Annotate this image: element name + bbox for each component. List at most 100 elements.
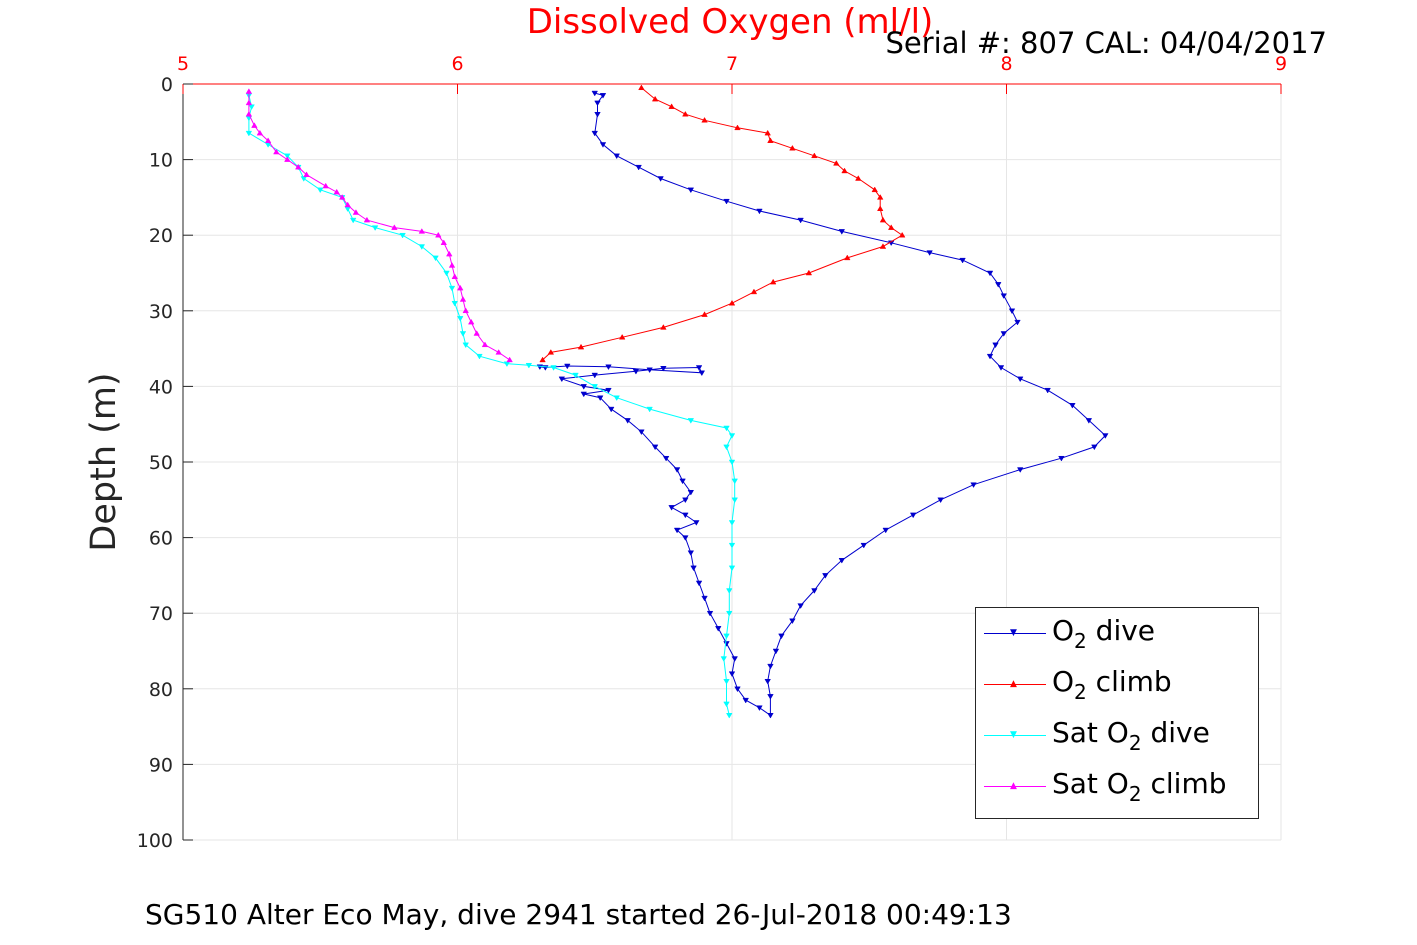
y-tick-label: 20 <box>149 225 173 247</box>
data-point-o2-climb <box>660 324 667 330</box>
data-point-o2-dive <box>591 372 598 379</box>
data-point-sat-o2-climb <box>245 88 253 94</box>
data-point-o2-dive <box>1016 376 1024 383</box>
data-point-sat-o2-dive <box>245 130 253 137</box>
y-tick-label: 50 <box>149 452 173 474</box>
data-point-o2-dive <box>986 270 994 277</box>
data-point-o2-dive <box>687 489 695 496</box>
data-point-sat-o2-climb <box>440 239 448 246</box>
data-point-o2-climb <box>701 311 708 317</box>
data-point-o2-dive <box>767 663 774 670</box>
data-point-o2-climb <box>833 160 840 166</box>
data-point-o2-dive <box>797 217 804 224</box>
data-point-sat-o2-climb <box>273 148 280 155</box>
data-point-o2-climb <box>805 269 813 276</box>
y-tick-label: 60 <box>149 528 173 550</box>
data-point-sat-o2-dive <box>723 425 730 432</box>
data-point-o2-climb <box>539 356 546 363</box>
data-point-sat-o2-dive <box>443 270 450 277</box>
data-point-o2-climb <box>547 349 555 355</box>
data-point-sat-o2-climb <box>363 216 371 223</box>
x-tick-label: 9 <box>1275 53 1287 75</box>
data-point-sat-o2-climb <box>245 99 253 106</box>
data-point-sat-o2-dive <box>462 342 469 349</box>
data-point-o2-climb <box>767 137 774 143</box>
data-point-o2-dive <box>599 93 607 99</box>
data-point-sat-o2-dive <box>457 316 464 322</box>
data-point-o2-dive <box>673 467 681 473</box>
data-point-o2-dive <box>997 365 1005 371</box>
data-point-o2-dive <box>860 542 867 549</box>
data-point-o2-dive <box>695 580 703 587</box>
data-point-o2-dive <box>558 376 566 383</box>
data-point-o2-climb <box>841 167 848 174</box>
data-point-o2-climb <box>887 224 895 230</box>
legend-item-sat-o2-dive: ▼ Sat O2 dive <box>976 710 1256 760</box>
data-point-o2-dive <box>811 588 818 594</box>
data-point-o2-dive <box>734 686 741 693</box>
data-point-o2-dive <box>613 153 620 160</box>
data-point-o2-climb <box>618 333 626 340</box>
x-tick-label: 8 <box>1000 53 1012 75</box>
data-point-o2-dive <box>682 512 689 519</box>
y-tick-label: 40 <box>149 376 173 398</box>
data-point-o2-dive <box>682 535 689 541</box>
data-point-sat-o2-dive <box>418 244 426 250</box>
data-point-sat-o2-dive <box>728 520 736 526</box>
y-tick-label: 10 <box>149 150 173 172</box>
data-point-o2-climb <box>811 152 818 159</box>
data-point-o2-climb <box>879 216 887 223</box>
data-point-o2-dive <box>767 694 774 700</box>
y-tick-label: 80 <box>149 679 173 701</box>
y-tick-label: 90 <box>149 754 173 776</box>
data-point-sat-o2-dive <box>550 365 557 371</box>
data-point-sat-o2-dive <box>728 542 736 549</box>
dive-caption: SG510 Alter Eco May, dive 2941 started 2… <box>145 898 1012 931</box>
data-point-sat-o2-dive <box>284 153 291 160</box>
data-point-o2-dive <box>651 444 659 451</box>
serial-cal-label: Serial #: 807 CAL: 04/04/2017 <box>885 26 1327 60</box>
data-point-sat-o2-dive <box>371 225 379 231</box>
data-point-o2-dive <box>673 527 681 534</box>
data-point-o2-dive <box>723 198 730 205</box>
data-point-sat-o2-dive <box>728 459 736 466</box>
data-point-o2-dive <box>731 656 738 662</box>
data-point-sat-o2-climb <box>338 194 346 200</box>
data-point-sat-o2-dive <box>720 656 728 662</box>
data-point-o2-dive <box>756 208 763 215</box>
data-point-o2-dive <box>605 387 612 394</box>
data-point-sat-o2-climb <box>446 250 453 257</box>
data-point-sat-o2-climb <box>295 163 302 170</box>
data-point-o2-dive <box>668 505 675 511</box>
legend-line-o2-climb <box>984 684 1046 685</box>
data-point-o2-dive <box>1016 467 1024 473</box>
data-point-o2-dive <box>594 111 601 118</box>
data-point-sat-o2-dive <box>248 104 255 110</box>
data-point-sat-o2-climb <box>322 182 329 189</box>
data-point-o2-dive <box>772 648 780 655</box>
data-point-o2-dive <box>723 641 730 647</box>
legend-marker-o2-climb: ▲ <box>1010 679 1017 689</box>
data-point-o2-dive <box>838 558 846 564</box>
data-point-o2-dive <box>797 603 804 609</box>
data-point-sat-o2-dive <box>687 418 695 424</box>
data-point-sat-o2-climb <box>256 129 264 136</box>
data-point-o2-dive <box>992 342 999 349</box>
data-point-o2-dive <box>1044 387 1051 394</box>
data-point-sat-o2-dive <box>451 300 458 307</box>
data-point-o2-dive <box>690 565 697 572</box>
data-point-sat-o2-dive <box>349 217 357 224</box>
data-point-sat-o2-dive <box>525 362 533 369</box>
data-point-o2-climb <box>764 129 771 136</box>
data-point-o2-dive <box>594 100 601 107</box>
data-point-sat-o2-dive <box>723 701 730 708</box>
data-point-sat-o2-dive <box>728 565 736 572</box>
x-tick-label: 5 <box>177 53 189 75</box>
data-point-o2-dive <box>632 369 640 375</box>
data-point-o2-dive <box>580 384 588 390</box>
data-point-o2-dive <box>995 282 1002 288</box>
data-point-sat-o2-dive <box>591 384 598 390</box>
data-point-sat-o2-dive <box>300 176 308 182</box>
data-point-o2-dive <box>715 626 722 632</box>
y-tick-label: 30 <box>149 301 173 323</box>
